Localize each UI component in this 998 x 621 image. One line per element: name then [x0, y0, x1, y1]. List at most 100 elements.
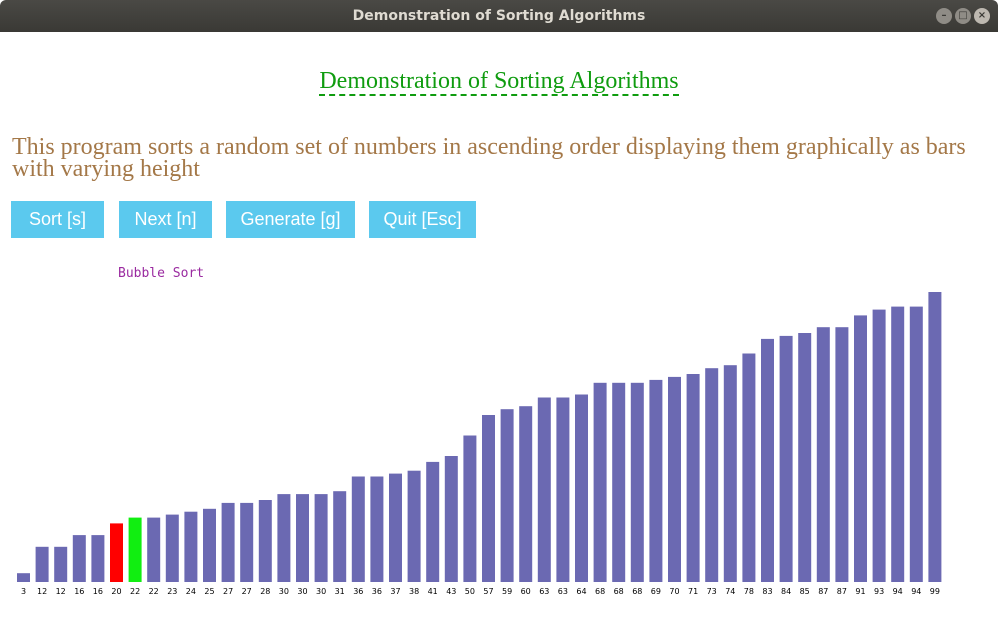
bar-label-14: 30	[279, 587, 289, 596]
bar-9	[184, 511, 198, 582]
bar-label-19: 36	[372, 587, 382, 596]
bar-27	[519, 406, 533, 582]
bar-41	[779, 335, 793, 582]
bar-label-17: 31	[335, 587, 345, 596]
bar-label-3: 16	[74, 587, 84, 596]
bar-7	[147, 517, 161, 582]
sort-button[interactable]: Sort [s]	[11, 201, 104, 238]
bar-label-9: 24	[186, 587, 196, 596]
bar-label-23: 43	[446, 587, 456, 596]
bar-17	[333, 491, 347, 582]
bar-label-16: 30	[316, 587, 326, 596]
bar-label-43: 87	[818, 587, 828, 596]
bar-label-34: 69	[651, 587, 661, 596]
bar-48	[909, 306, 923, 582]
bar-label-25: 57	[483, 587, 493, 596]
minimize-icon[interactable]: –	[936, 8, 952, 24]
bar-39	[742, 353, 756, 582]
bar-23	[444, 456, 458, 582]
bar-45	[854, 315, 867, 582]
bar-42	[798, 333, 812, 582]
bar-1	[35, 546, 49, 582]
program-description: This program sorts a random set of numbe…	[12, 134, 966, 182]
bar-40	[761, 338, 774, 582]
page-heading: Demonstration of Sorting Algorithms	[319, 68, 679, 96]
bar-0	[17, 573, 30, 582]
bar-21	[407, 470, 421, 582]
bar-label-36: 71	[688, 587, 698, 596]
bar-label-1: 12	[37, 587, 47, 596]
window-titlebar[interactable]: Demonstration of Sorting Algorithms – □ …	[0, 0, 998, 32]
bar-43	[816, 327, 830, 582]
bar-24	[463, 435, 477, 582]
bar-label-0: 3	[21, 587, 26, 596]
bar-35	[668, 376, 681, 582]
bar-label-48: 94	[911, 587, 921, 596]
generate-button[interactable]: Generate [g]	[226, 201, 355, 238]
bar-26	[500, 409, 514, 582]
bar-label-44: 87	[837, 587, 847, 596]
bar-label-12: 27	[242, 587, 252, 596]
bar-46	[872, 309, 886, 582]
bar-label-41: 84	[781, 587, 791, 596]
bar-8	[165, 514, 179, 582]
bar-38	[723, 365, 737, 582]
bar-label-8: 23	[167, 587, 177, 596]
bar-44	[835, 327, 849, 582]
bar-label-37: 73	[707, 587, 717, 596]
bar-20	[389, 473, 402, 582]
bar-13	[258, 500, 272, 582]
bar-5	[110, 523, 123, 582]
bar-label-2: 12	[56, 587, 66, 596]
next-button[interactable]: Next [n]	[119, 201, 212, 238]
bar-4	[91, 535, 105, 582]
bar-3	[72, 535, 86, 582]
bar-label-42: 85	[800, 587, 810, 596]
bar-label-39: 78	[744, 587, 754, 596]
bar-label-46: 93	[874, 587, 884, 596]
bar-label-11: 27	[223, 587, 233, 596]
bar-label-27: 60	[521, 587, 531, 596]
bar-15	[296, 494, 309, 582]
bar-label-5: 20	[111, 587, 121, 596]
bar-label-4: 16	[93, 587, 103, 596]
bar-label-18: 36	[353, 587, 363, 596]
bar-label-33: 68	[632, 587, 642, 596]
bar-2	[54, 546, 68, 582]
bar-30	[575, 394, 588, 582]
bar-label-7: 22	[149, 587, 159, 596]
quit-button[interactable]: Quit [Esc]	[369, 201, 476, 238]
bar-label-49: 99	[930, 587, 940, 596]
bar-label-24: 50	[465, 587, 475, 596]
bar-chart: 3 12 12 16 16 20 22 22 23 24 25 27 27 28 30 30 30 31 36 36 3…	[17, 292, 942, 596]
bar-37	[705, 368, 719, 582]
bar-label-10: 25	[204, 587, 214, 596]
bar-18	[351, 476, 365, 582]
bar-19	[370, 476, 384, 582]
bar-label-31: 68	[595, 587, 605, 596]
window-controls: – □ ×	[936, 8, 990, 24]
bar-6	[128, 517, 142, 582]
bar-11	[221, 502, 235, 582]
algorithm-label: Bubble Sort	[118, 266, 205, 281]
bar-47	[891, 306, 905, 582]
bar-label-45: 91	[855, 587, 865, 596]
bar-label-28: 63	[539, 587, 549, 596]
bar-32	[612, 382, 626, 582]
bar-10	[203, 508, 216, 582]
bar-28	[537, 397, 551, 582]
bar-label-40: 83	[762, 587, 772, 596]
page-heading-container: Demonstration of Sorting Algorithms	[0, 68, 998, 96]
bar-36	[686, 374, 700, 582]
bar-label-32: 68	[614, 587, 624, 596]
bar-16	[314, 494, 328, 582]
bar-31	[593, 382, 607, 582]
bar-label-29: 63	[558, 587, 568, 596]
bar-label-21: 38	[409, 587, 419, 596]
close-icon[interactable]: ×	[974, 8, 990, 24]
bar-label-15: 30	[297, 587, 307, 596]
bar-34	[649, 379, 663, 582]
bar-22	[426, 461, 440, 582]
maximize-icon[interactable]: □	[955, 8, 971, 24]
bar-label-35: 70	[669, 587, 679, 596]
